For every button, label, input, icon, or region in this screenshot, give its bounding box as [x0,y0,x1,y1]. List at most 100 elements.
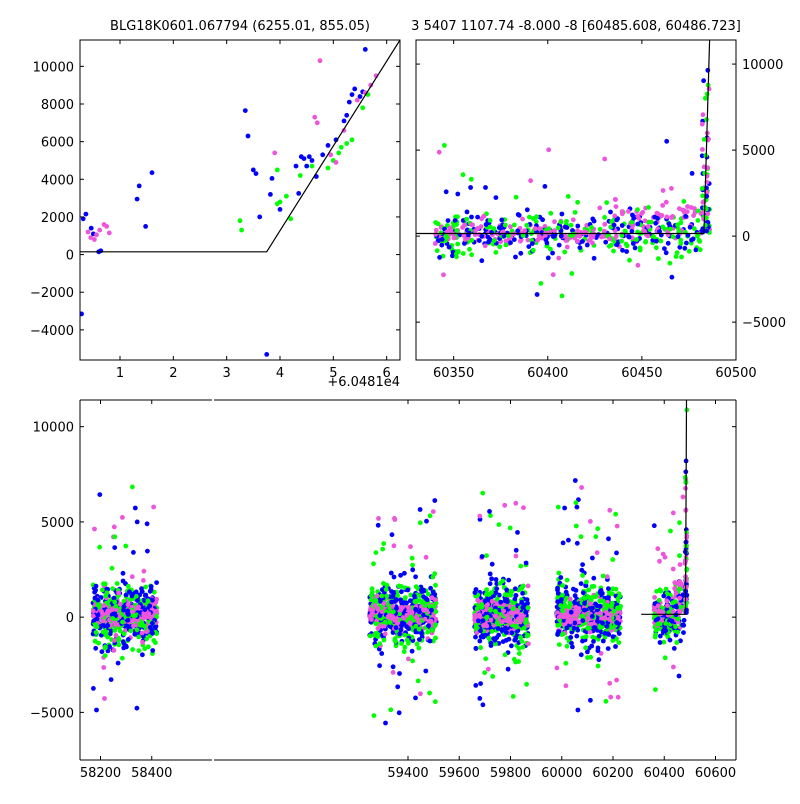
magenta-data-point [602,615,608,620]
green-data-point [506,233,511,238]
green-data-point [556,642,562,647]
green-data-point [410,658,415,664]
blue-data-point [483,222,489,227]
blue-data-point [523,609,529,615]
green-data-point [524,222,530,228]
x-tick-label: 58400 [131,766,172,781]
blue-data-point [667,637,673,643]
blue-data-point [689,171,695,176]
green-data-point [657,587,663,593]
magenta-data-point [463,237,468,243]
magenta-data-point [619,209,625,214]
green-data-point [493,641,498,647]
magenta-data-point [404,612,410,618]
magenta-data-point [515,608,520,614]
green-data-point [474,606,480,611]
green-data-point [489,590,494,595]
magenta-data-point [685,204,690,209]
magenta-data-point [501,608,507,614]
blue-data-point [504,587,510,593]
magenta-data-point [556,614,562,620]
green-data-point [419,600,425,606]
magenta-data-point [390,670,396,675]
magenta-data-point [423,607,429,613]
green-data-point [617,593,622,599]
blue-data-point [515,530,520,535]
blue-data-point [675,234,681,240]
green-data-point [425,591,431,597]
green-data-point [583,645,589,651]
green-data-point [670,600,676,606]
green-data-point [432,699,438,705]
blue-data-point [575,223,581,229]
blue-data-point [590,605,595,611]
blue-data-point [529,241,535,247]
magenta-data-point [547,230,553,236]
green-data-point [637,247,643,253]
blue-data-point [574,504,580,510]
magenta-data-point [117,601,123,607]
blue-data-point [683,214,689,219]
blue-data-point [413,574,418,580]
blue-data-point [477,696,483,701]
blue-data-point [443,189,449,195]
blue-data-point [684,240,689,246]
blue-data-point [589,614,595,619]
green-data-point [433,622,438,628]
magenta-data-point [328,152,334,158]
green-data-point [557,622,562,628]
magenta-data-point [387,612,393,618]
green-data-point [494,596,500,602]
x-tick-label: 4 [276,366,284,381]
green-data-point [288,216,294,222]
mid-plot-area [416,40,712,299]
magenta-data-point [665,603,670,608]
blue-data-point [682,245,688,251]
blue-data-point [489,576,494,582]
magenta-data-point [599,234,604,240]
green-data-point [562,249,568,255]
green-data-point [602,215,607,220]
blue-data-point [570,228,575,233]
blue-data-point [497,225,502,231]
blue-data-point [143,224,149,229]
green-data-point [530,247,536,253]
magenta-data-point [700,112,706,118]
blue-data-point [439,237,445,242]
magenta-data-point [587,629,593,635]
green-data-point [371,713,377,718]
green-data-point [409,616,415,621]
green-data-point [609,600,615,606]
green-data-point [484,587,490,592]
blue-data-point [410,567,416,573]
blue-data-point [509,630,515,636]
blue-data-point [505,599,510,604]
green-data-point [133,613,138,618]
blue-data-point [560,540,566,546]
blue-data-point [544,240,550,246]
magenta-data-point [394,621,400,627]
green-data-point [560,631,566,637]
magenta-data-point [679,581,684,587]
blue-data-point [591,639,596,644]
green-data-point [523,620,528,626]
green-data-point [391,609,396,615]
blue-data-point [558,575,564,580]
blue-data-point [487,571,493,577]
blue-data-point [593,602,599,608]
blue-data-point [491,636,497,641]
blue-data-point [662,246,667,252]
x-tick-label: 60400 [527,366,568,381]
green-data-point [519,585,524,591]
blue-data-point [575,707,581,713]
blue-data-point [136,183,142,189]
green-data-point [145,598,151,604]
green-data-point [371,561,376,567]
green-data-point [609,219,615,225]
magenta-data-point [677,562,683,567]
x-tick-label: 60350 [433,366,474,381]
magenta-data-point [652,595,657,600]
green-data-point [695,218,701,223]
magenta-data-point [642,218,648,224]
green-data-point [653,245,659,251]
